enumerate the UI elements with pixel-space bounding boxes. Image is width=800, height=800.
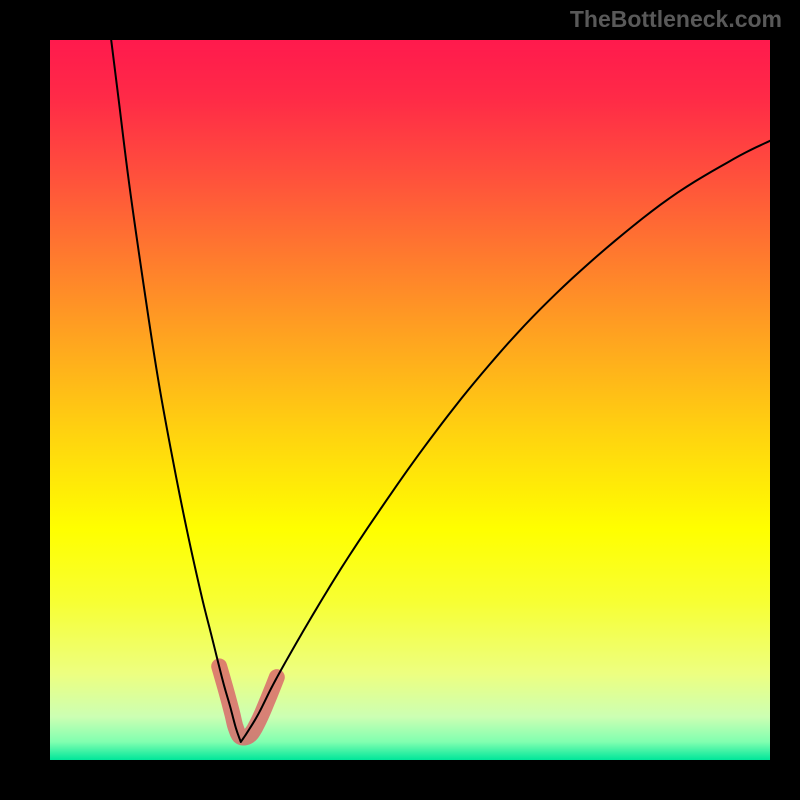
watermark-text: TheBottleneck.com bbox=[570, 6, 782, 33]
gradient-background bbox=[50, 40, 770, 760]
chart-container: TheBottleneck.com bbox=[0, 0, 800, 800]
chart-svg bbox=[0, 0, 800, 800]
